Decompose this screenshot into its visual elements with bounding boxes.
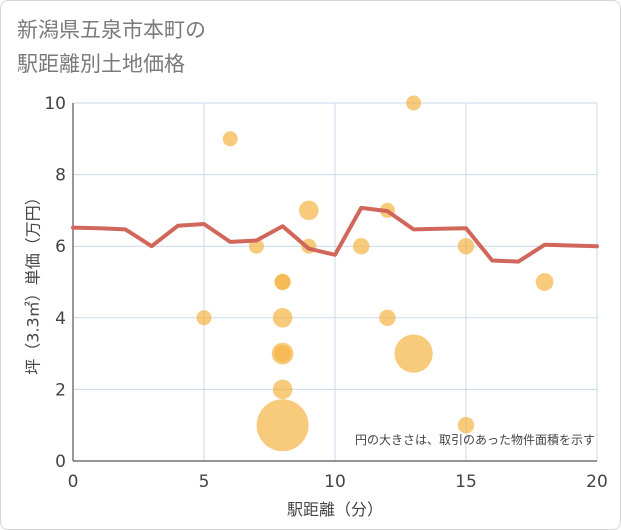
scatter-point bbox=[222, 131, 238, 147]
scatter-point bbox=[299, 200, 319, 221]
y-tick-label: 0 bbox=[55, 452, 66, 472]
y-tick-label: 10 bbox=[44, 94, 66, 114]
scatter-point bbox=[272, 379, 293, 400]
scatter-point bbox=[274, 345, 292, 363]
trend-series bbox=[71, 205, 599, 264]
scatter-point bbox=[196, 310, 212, 326]
scatter-point bbox=[379, 309, 396, 327]
x-tick-label: 0 bbox=[68, 472, 79, 492]
y-tick-label: 8 bbox=[55, 166, 66, 186]
x-tick-label: 10 bbox=[324, 472, 346, 492]
bubble-series bbox=[196, 95, 554, 452]
x-tick-label: 20 bbox=[586, 472, 608, 492]
scatter-point bbox=[457, 416, 475, 434]
scatter-point bbox=[535, 273, 554, 291]
grid-lines bbox=[73, 102, 598, 461]
y-tick-label: 6 bbox=[55, 237, 66, 257]
tick-labels: 0 5 10 15 20 0 2 4 6 8 10 bbox=[44, 94, 607, 492]
x-axis-title: 駅距離（分） bbox=[287, 500, 383, 519]
scatter-point bbox=[352, 237, 370, 255]
scatter-point bbox=[256, 399, 309, 452]
scatter-point bbox=[457, 237, 475, 255]
scatter-point bbox=[272, 308, 293, 328]
size-legend-note: 円の大きさは、取引のあった物件面積を示す bbox=[355, 432, 595, 447]
scatter-point bbox=[394, 334, 433, 373]
x-tick-label: 5 bbox=[199, 472, 210, 492]
chart-title: 新潟県五泉市本町の 駅距離別土地価格 bbox=[17, 18, 206, 76]
axes bbox=[72, 103, 597, 462]
y-tick-label: 2 bbox=[55, 380, 66, 400]
scatter-point bbox=[274, 274, 291, 290]
trend-line bbox=[71, 205, 599, 264]
x-tick-label: 15 bbox=[455, 472, 477, 492]
y-tick-label: 4 bbox=[55, 309, 66, 329]
y-axis-title: 坪（3.3㎡）単価（万円） bbox=[24, 189, 43, 374]
scatter-point bbox=[406, 95, 422, 111]
